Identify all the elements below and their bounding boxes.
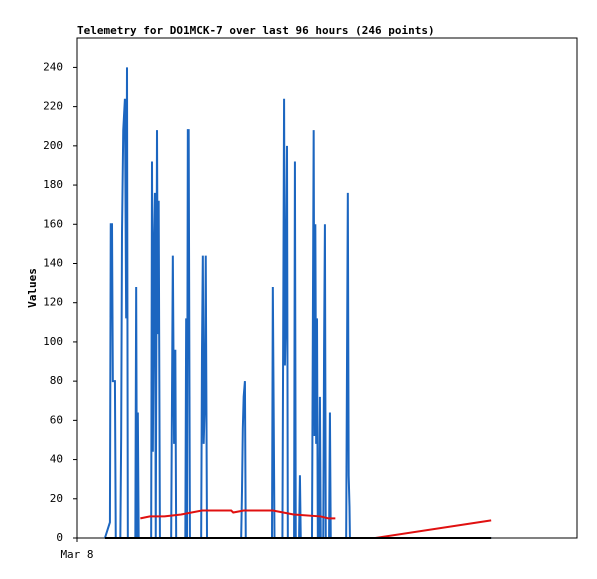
y-tick-label: 40	[50, 453, 63, 466]
y-tick-label: 160	[43, 217, 63, 230]
chart-title: Telemetry for DO1MCK-7 over last 96 hour…	[77, 24, 435, 37]
series-line	[103, 67, 492, 539]
y-tick-label: 80	[50, 374, 63, 387]
y-tick-label: 20	[50, 492, 63, 505]
x-tick-label: Mar 8	[60, 548, 93, 561]
y-axis-label: Values	[26, 268, 39, 308]
y-tick-label: 100	[43, 335, 63, 348]
y-tick-label: 140	[43, 256, 63, 269]
y-tick-label: 120	[43, 296, 63, 309]
y-tick-label: 240	[43, 60, 63, 73]
y-tick-label: 180	[43, 178, 63, 191]
y-tick-label: 0	[56, 531, 63, 544]
y-tick-label: 220	[43, 100, 63, 113]
series-line	[140, 509, 492, 539]
y-tick-label: 60	[50, 413, 63, 426]
y-tick-label: 200	[43, 139, 63, 152]
